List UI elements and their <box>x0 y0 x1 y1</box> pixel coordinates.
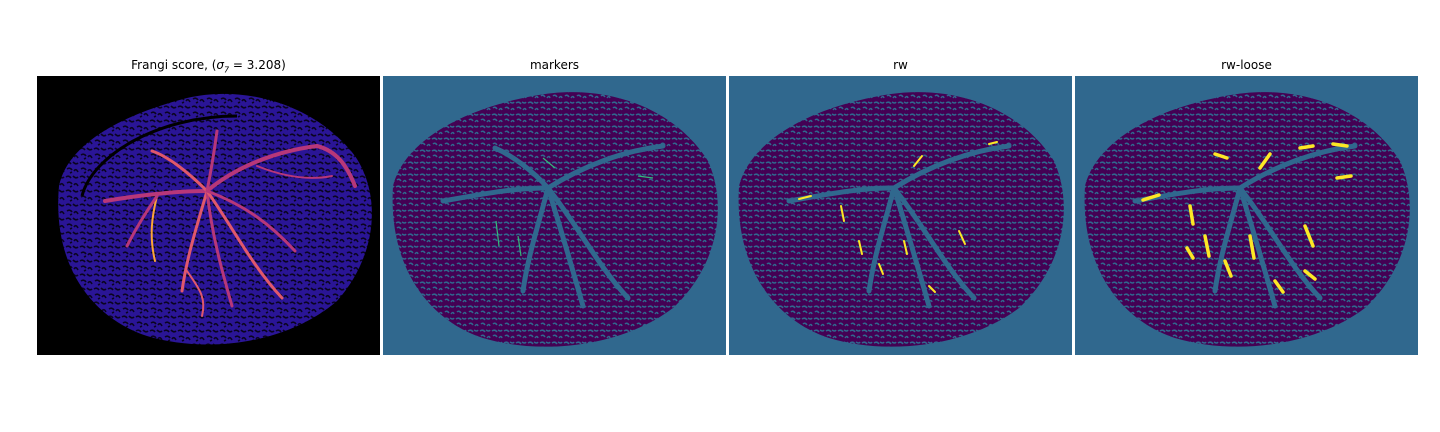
rw-segments <box>798 141 998 293</box>
marker-seeds <box>495 157 654 257</box>
frangi-score-image <box>37 76 380 355</box>
rw-loose-image <box>1075 76 1418 355</box>
title-subscript: 7 <box>224 65 230 75</box>
rw-loose-segments <box>1141 142 1353 294</box>
markers-image <box>383 76 726 355</box>
panel-title-markers: markers <box>529 58 580 72</box>
rw-image <box>729 76 1072 355</box>
panel-title-frangi: Frangi score, (σ7 = 3.208) <box>37 58 380 74</box>
title-prefix: Frangi score, ( <box>131 58 217 72</box>
vessel-tree <box>103 129 357 317</box>
panel-title-rw-loose: rw-loose <box>1221 58 1272 72</box>
title-suffix: = 3.208) <box>229 58 286 72</box>
title-sigma: σ <box>216 58 225 72</box>
panel-title-rw: rw <box>893 58 908 72</box>
